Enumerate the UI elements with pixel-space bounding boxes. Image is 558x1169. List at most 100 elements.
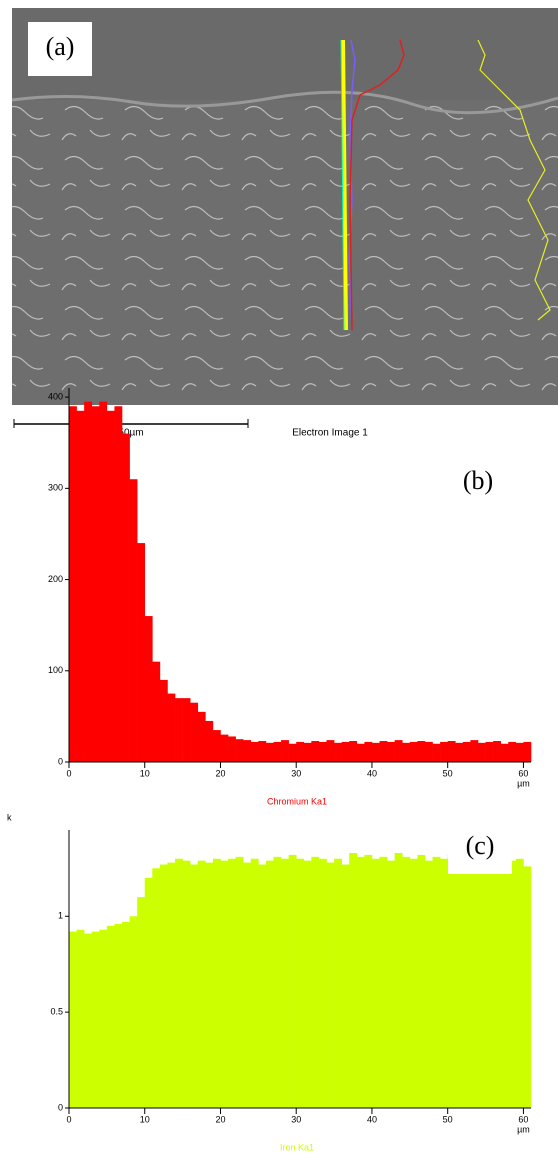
bar [341, 741, 350, 762]
x-tick-label: 40 [367, 1114, 377, 1124]
bar [334, 742, 342, 762]
bar [311, 741, 320, 762]
bar [235, 856, 244, 1108]
bar [129, 479, 138, 762]
bar [273, 856, 282, 1108]
x-tick-label: 50 [443, 768, 453, 778]
bar [220, 860, 229, 1108]
bar [106, 410, 115, 762]
bar [455, 742, 464, 762]
bar [394, 853, 403, 1108]
profile-line [349, 39, 405, 331]
bar [167, 862, 176, 1108]
bar [281, 740, 289, 762]
bar [326, 862, 335, 1108]
x-tick-label: 20 [215, 1114, 225, 1124]
y-unit: k [7, 812, 12, 822]
bar [349, 853, 358, 1108]
bar [402, 742, 411, 762]
bar [364, 741, 373, 762]
bar [175, 858, 183, 1108]
series-caption: Iron Ka1 [280, 1142, 314, 1152]
x-tick-label: 30 [291, 1114, 301, 1124]
x-tick-label: 10 [140, 1114, 150, 1124]
y-tick-label: 200 [48, 574, 63, 584]
bar [417, 854, 426, 1108]
panel-label: (b) [463, 466, 493, 495]
bar [258, 864, 267, 1108]
y-tick-label: 100 [48, 665, 63, 675]
bar [235, 739, 244, 762]
y-tick-label: 0 [58, 756, 63, 766]
bar [159, 679, 168, 762]
scan-line [340, 39, 345, 331]
bar [114, 406, 123, 762]
label-box [28, 22, 92, 76]
bar [205, 862, 214, 1108]
bar [84, 933, 93, 1108]
bar [99, 401, 108, 762]
x-unit: µm [517, 1124, 530, 1134]
bar [356, 856, 365, 1108]
bar [106, 925, 115, 1108]
bar [477, 742, 486, 762]
scale-label: 50µm [118, 428, 143, 439]
bar [175, 698, 183, 762]
bar [364, 854, 373, 1108]
bar [205, 720, 214, 762]
bar [371, 742, 380, 762]
bar [424, 741, 433, 762]
y-tick-label: 0.5 [50, 1007, 63, 1017]
bar [508, 860, 517, 1108]
bar [508, 741, 517, 762]
bar [84, 401, 93, 762]
bar [69, 931, 77, 1108]
bar [523, 866, 532, 1108]
bar [341, 864, 350, 1108]
profile-line [477, 39, 551, 321]
bar [462, 741, 471, 762]
bar [311, 856, 320, 1108]
bar [273, 741, 282, 762]
bar [493, 858, 502, 1108]
bar [152, 868, 161, 1108]
bar [182, 860, 191, 1108]
bar [387, 741, 395, 762]
bar [99, 929, 108, 1108]
bar [371, 858, 380, 1108]
bar [470, 740, 479, 762]
bar [122, 433, 130, 762]
profile-line [348, 39, 356, 331]
bar [144, 877, 153, 1108]
bar [409, 858, 418, 1108]
bar [197, 711, 206, 762]
bar [144, 616, 153, 762]
y-tick-label: 400 [48, 391, 63, 401]
bar [265, 860, 274, 1108]
bar [485, 853, 494, 1108]
bar [417, 741, 426, 762]
series-caption: Chromium Ka1 [267, 796, 327, 806]
oxide-layer [12, 8, 558, 100]
bar [69, 406, 77, 762]
bar [129, 916, 138, 1108]
bar [228, 858, 236, 1108]
bar [477, 854, 486, 1108]
bar [493, 741, 502, 762]
bar [288, 743, 297, 762]
bar [447, 741, 456, 762]
bar [288, 854, 297, 1108]
bar [462, 860, 471, 1108]
bar [318, 741, 327, 762]
bar [303, 860, 312, 1108]
image-caption: Electron Image 1 [292, 428, 368, 439]
label-box [448, 820, 512, 874]
bar [500, 743, 509, 762]
bar [303, 742, 312, 762]
bar [137, 897, 146, 1108]
x-tick-label: 0 [66, 1114, 71, 1124]
bar [515, 858, 524, 1108]
bar [220, 734, 229, 762]
x-tick-label: 10 [140, 768, 150, 778]
panel-label: (c) [466, 831, 495, 860]
